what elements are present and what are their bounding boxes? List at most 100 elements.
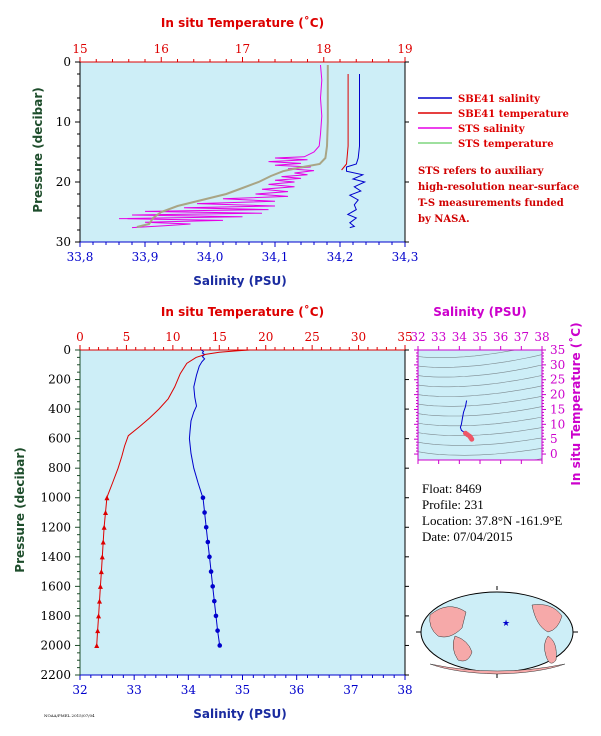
world-map: ★	[416, 586, 578, 678]
float-info: Float: 8469 Profile: 231 Location: 37.8°…	[422, 481, 562, 545]
sts-note-line: T-S measurements funded	[418, 198, 564, 209]
right-tick-label: 10	[550, 417, 565, 431]
top-axis-title: In situ Temperature (˚C)	[161, 304, 324, 319]
y-tick-label: 800	[48, 461, 71, 475]
series-line	[96, 349, 250, 646]
top-tick-label: 19	[397, 42, 412, 56]
sts-note-line: high-resolution near-surface	[418, 182, 580, 193]
top-tick-label: 37	[514, 330, 529, 344]
date: Date: 07/04/2015	[422, 529, 513, 544]
top-tick-label: 0	[76, 330, 84, 344]
ts-right-axis-title: In situ Temperature (˚C)	[568, 322, 583, 485]
y-tick-label: 200	[48, 373, 71, 387]
location: Location: 37.8°N -161.9°E	[422, 513, 563, 528]
isopycnal-line	[417, 364, 543, 378]
temp-marker	[101, 524, 107, 530]
top-tick-label: 36	[493, 330, 508, 344]
x-tick-label: 35	[235, 683, 250, 697]
right-tick-label: 0	[550, 447, 558, 461]
sts-note-line: by NASA.	[418, 214, 470, 225]
isopycnal-line	[417, 395, 543, 407]
salinity-marker	[208, 569, 214, 574]
y-tick-label: 2000	[40, 638, 71, 652]
map-land-antarctica	[429, 663, 566, 675]
x-tick-label: 38	[397, 683, 412, 697]
map-ticks	[416, 586, 578, 678]
temp-marker	[95, 628, 101, 634]
salinity-marker	[212, 598, 217, 604]
top-tick-label: 35	[472, 330, 487, 344]
salinity-marker	[210, 584, 216, 589]
top-tick-label: 30	[351, 330, 366, 344]
right-tick-label: 25	[550, 373, 565, 387]
right-tick-label: 15	[550, 402, 565, 416]
temp-marker	[98, 569, 104, 575]
top-tick-label: 18	[316, 42, 331, 56]
top-axis-title: In situ Temperature (˚C)	[161, 15, 324, 30]
x-tick-label: 34,2	[327, 250, 354, 264]
temp-marker	[104, 495, 110, 501]
x-axis-title: Salinity (PSU)	[193, 707, 287, 721]
right-tick-label: 20	[550, 388, 565, 402]
salinity-marker	[217, 643, 223, 648]
legend-label: STS salinity	[458, 124, 526, 135]
y-tick-label: 1000	[40, 491, 71, 505]
salinity-marker	[213, 613, 219, 619]
temp-marker	[100, 539, 106, 545]
map-land-north-america	[531, 604, 563, 633]
top-tick-label: 10	[165, 330, 180, 344]
y-tick-label: 400	[48, 402, 71, 416]
salinity-marker	[202, 510, 207, 515]
top-tick-label: 38	[534, 330, 549, 344]
sts-note: STS refers to auxiliary high-resolution …	[418, 164, 579, 228]
temp-marker	[99, 554, 105, 560]
salinity-marker	[203, 524, 209, 530]
y-tick-label: 0	[63, 343, 71, 357]
x-tick-label: 34,0	[197, 250, 224, 264]
top-tick-label: 17	[235, 42, 250, 56]
temp-marker	[97, 598, 102, 604]
y-tick-label: 1200	[40, 520, 71, 534]
right-tick-label: 35	[550, 343, 565, 357]
float-location-star: ★	[502, 619, 510, 629]
y-tick-label: 1600	[40, 579, 71, 593]
top-tick-label: 32	[410, 330, 425, 344]
right-tick-label: 5	[550, 432, 558, 446]
y-tick-label: 30	[56, 235, 71, 249]
salinity-marker	[205, 539, 211, 545]
y-tick-label: 2200	[40, 668, 71, 682]
top-tick-label: 34	[452, 330, 468, 344]
legend-label: SBE41 salinity	[458, 94, 541, 105]
temp-marker	[103, 510, 109, 515]
ts-top-axis-title: Salinity (PSU)	[433, 305, 527, 319]
map-land-south-america	[544, 635, 557, 664]
plot-area	[80, 62, 405, 242]
salinity-marker	[200, 495, 206, 501]
x-tick-label: 33,9	[132, 250, 159, 264]
map-land-eurasia	[429, 606, 467, 638]
series-line	[136, 65, 329, 228]
isopycnal-line	[417, 385, 543, 397]
x-tick-label: 36	[289, 683, 304, 697]
map-land-australia	[452, 635, 473, 662]
isopycnal-line	[417, 427, 543, 436]
top-tick-label: 5	[123, 330, 131, 344]
y-axis-title: Pressure (decibar)	[13, 447, 27, 572]
temp-marker	[97, 583, 103, 589]
top-tick-label: 33	[431, 330, 446, 344]
top-tick-label: 15	[72, 42, 87, 56]
ts-deep-marker	[469, 436, 475, 442]
isopycnal-line	[417, 406, 543, 417]
top-tick-label: 15	[212, 330, 227, 344]
right-tick-label: 30	[550, 358, 565, 372]
x-axis-title: Salinity (PSU)	[193, 274, 287, 288]
sts-note-line: STS refers to auxiliary	[418, 166, 544, 177]
legend-label: SBE41 temperature	[458, 109, 569, 120]
isopycnal-line	[417, 437, 543, 446]
top-tick-label: 20	[258, 330, 273, 344]
footer-credit: NOAA/PMEL 2015/07/04	[44, 713, 95, 718]
y-tick-label: 600	[48, 432, 71, 446]
y-tick-label: 1400	[40, 550, 71, 564]
isopycnal-line	[417, 448, 543, 456]
